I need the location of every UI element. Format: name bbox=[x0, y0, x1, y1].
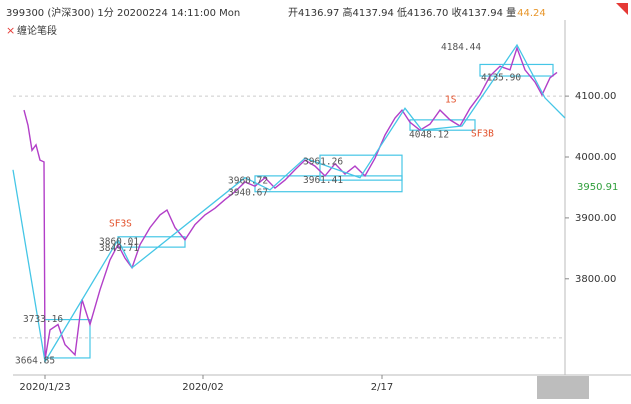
annotation: 3733.16 bbox=[23, 314, 63, 325]
annotation: 3940.67 bbox=[228, 188, 268, 199]
annotation: 3664.85 bbox=[15, 356, 55, 367]
volume: 44.24 bbox=[517, 8, 546, 19]
x-tick-label: 2020/1/23 bbox=[19, 382, 70, 393]
annotation: 3849.71 bbox=[99, 243, 139, 254]
pivot-box bbox=[409, 119, 476, 131]
annotation: 4184.44 bbox=[441, 42, 481, 53]
x-tick-label: 2020/02 bbox=[182, 382, 224, 393]
annotation: 1S bbox=[445, 94, 457, 105]
ohlc: 开4136.97 高4137.94 低4136.70 收4137.94 量 bbox=[288, 6, 516, 19]
pivot-box bbox=[479, 63, 554, 77]
legend-icon: × bbox=[6, 24, 15, 37]
annotation: SF3S bbox=[109, 218, 132, 229]
close-icon[interactable] bbox=[616, 3, 628, 15]
pivot-box bbox=[254, 175, 403, 193]
pivot-box bbox=[117, 236, 186, 248]
annotation: 3960.72 bbox=[228, 175, 268, 186]
annotation: 3961.41 bbox=[303, 175, 343, 186]
last-price-label: 3950.91 bbox=[577, 182, 618, 193]
chart-title: 399300 (沪深300) 1分 20200224 14:11:00 Mon bbox=[6, 6, 240, 19]
y-tick-label: 4000.00 bbox=[575, 152, 616, 163]
annotation: SF3B bbox=[471, 128, 494, 139]
y-tick-label: 3900.00 bbox=[575, 213, 616, 224]
legend-label: 缠论笔段 bbox=[17, 24, 57, 37]
annotation: 3860.01 bbox=[99, 237, 139, 248]
stroke-line bbox=[12, 43, 566, 364]
y-tick-label: 3800.00 bbox=[575, 274, 616, 285]
pivot-box bbox=[319, 154, 403, 181]
annotation: 3961.26 bbox=[303, 156, 343, 167]
annotation: 4135.90 bbox=[481, 72, 521, 83]
price-line bbox=[23, 45, 558, 360]
x-tick-label: 2/17 bbox=[371, 382, 393, 393]
annotation: 4048.12 bbox=[409, 130, 449, 141]
scrollbar[interactable] bbox=[537, 376, 589, 399]
y-tick-label: 4100.00 bbox=[575, 91, 616, 102]
